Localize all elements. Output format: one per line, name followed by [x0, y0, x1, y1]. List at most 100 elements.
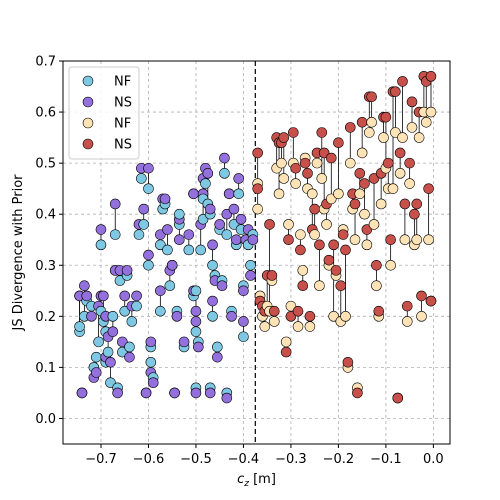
point-nf-left: [126, 316, 138, 327]
point-nf-right: [316, 173, 328, 184]
point-ns-right: [285, 311, 297, 322]
point-ns-left: [145, 336, 157, 348]
x-axis-ticks: −0.7 −0.6 −0.5 −0.4 −0.3 −0.2 −0.1 0.0: [85, 444, 444, 467]
data-points: [74, 71, 437, 404]
point-ns-right: [425, 71, 437, 82]
point-ns-right: [299, 157, 311, 169]
point-nf-right: [354, 188, 366, 200]
legend-marker: [82, 117, 94, 129]
point-nf-left: [95, 239, 107, 251]
point-ns-left: [98, 290, 109, 302]
point-nf-left: [164, 280, 176, 291]
y-tick-label: 0.1: [35, 361, 56, 376]
legend-marker: [82, 75, 94, 87]
point-nf-right: [397, 132, 408, 143]
point-nf-right: [387, 183, 399, 194]
point-nf-right: [399, 234, 411, 246]
x-axis-label: cz [m]: [237, 472, 276, 489]
point-ns-right: [404, 157, 415, 169]
point-nf-right: [356, 147, 368, 159]
y-tick-label: 0.2: [35, 310, 56, 325]
point-ns-right: [361, 224, 373, 235]
point-ns-right: [373, 305, 385, 317]
point-nf-left: [119, 305, 131, 317]
point-ns-right: [425, 295, 437, 307]
point-ns-left: [212, 351, 223, 363]
point-ns-right: [382, 157, 394, 169]
point-nf-right: [385, 259, 396, 271]
point-ns-left: [90, 367, 102, 378]
point-ns-left: [207, 295, 218, 307]
point-nf-right: [411, 234, 423, 246]
point-ns-right: [330, 265, 342, 276]
point-nf-right: [278, 173, 290, 184]
point-ns-left: [81, 290, 93, 302]
point-ns-left: [119, 290, 131, 302]
point-nf-right: [292, 321, 304, 332]
x-tick-label: −0.1: [370, 452, 402, 467]
x-tick-label: −0.2: [323, 452, 355, 467]
point-nf-right: [309, 229, 320, 240]
point-ns-left: [159, 193, 171, 205]
point-nf-right: [280, 336, 292, 348]
point-nf-right: [404, 178, 415, 189]
point-nf-right: [295, 229, 306, 240]
point-nf-right: [363, 127, 375, 138]
point-nf-left: [107, 311, 119, 322]
point-ns-right: [304, 311, 316, 322]
legend-label: NS: [114, 138, 132, 153]
point-nf-right: [311, 157, 323, 169]
point-ns-left: [143, 162, 154, 174]
legend-label: NF: [114, 75, 131, 90]
point-ns-right: [323, 254, 335, 266]
point-ns-right: [368, 173, 380, 184]
x-tick-label: −0.4: [228, 452, 260, 467]
point-ns-right: [349, 198, 361, 210]
point-ns-right: [385, 234, 396, 246]
point-nf-right: [252, 203, 263, 215]
point-ns-right: [283, 234, 294, 246]
point-nf-right: [425, 106, 437, 118]
point-ns-left: [204, 387, 216, 399]
point-ns-left: [95, 224, 107, 235]
point-ns-right: [280, 346, 292, 358]
point-nf-right: [325, 193, 337, 205]
point-ns-left: [233, 173, 244, 184]
point-ns-left: [216, 280, 228, 291]
point-nf-right: [359, 208, 370, 220]
legend-label: NS: [114, 96, 132, 111]
point-ns-right: [314, 239, 325, 251]
point-ns-left: [221, 208, 233, 220]
point-nf-left: [190, 285, 202, 297]
point-ns-left: [174, 234, 185, 246]
point-nf-left: [155, 305, 166, 317]
point-ns-right: [328, 239, 339, 251]
point-nf-left: [136, 173, 147, 184]
point-nf-right: [306, 188, 318, 200]
point-ns-right: [264, 219, 275, 230]
point-ns-left: [117, 336, 128, 348]
point-ns-right: [380, 111, 392, 123]
point-ns-right: [392, 392, 404, 404]
point-nf-right: [371, 280, 382, 291]
point-ns-left: [188, 188, 199, 200]
point-ns-left: [183, 229, 195, 240]
point-ns-left: [138, 203, 150, 215]
legend-marker: [82, 138, 94, 150]
point-ns-left: [204, 203, 216, 215]
point-nf-right: [314, 280, 325, 291]
point-ns-left: [178, 336, 190, 348]
point-nf-left: [221, 229, 233, 240]
point-nf-left: [145, 356, 157, 368]
point-ns-right: [337, 229, 349, 240]
point-nf-right: [344, 157, 356, 169]
point-nf-right: [423, 234, 434, 246]
point-ns-left: [155, 285, 166, 297]
x-tick-label: −0.5: [180, 452, 212, 467]
point-ns-left: [228, 203, 240, 215]
point-ns-left: [190, 387, 202, 399]
y-tick-label: 0.7: [35, 55, 56, 70]
point-ns-left: [79, 280, 90, 291]
point-ns-left: [226, 311, 237, 322]
